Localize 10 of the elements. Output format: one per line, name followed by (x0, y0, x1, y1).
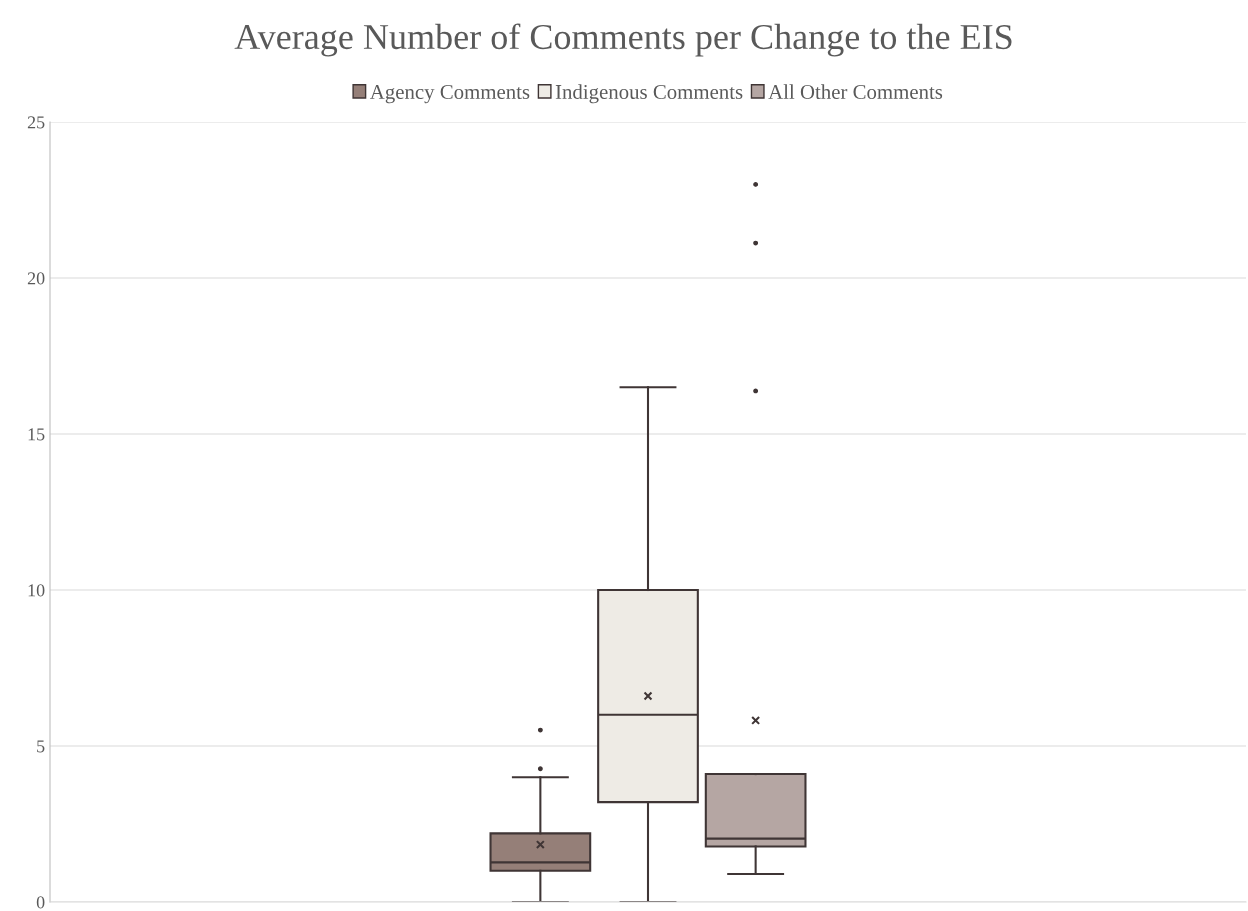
legend-label: Indigenous Comments (555, 84, 743, 104)
y-tick-label: 10 (28, 584, 45, 597)
chart-title: Average Number of Comments per Change to the EIS (234, 23, 1012, 57)
y-tick-label: 20 (27, 272, 45, 285)
y-tick-label: 0 (36, 896, 45, 909)
legend-label: Agency Comments (369, 84, 530, 104)
y-tick-label: 5 (37, 740, 45, 753)
y-tick-label: 25 (27, 116, 45, 129)
legend-label: All Other Comments (768, 84, 943, 99)
y-tick-label: 15 (28, 428, 45, 441)
